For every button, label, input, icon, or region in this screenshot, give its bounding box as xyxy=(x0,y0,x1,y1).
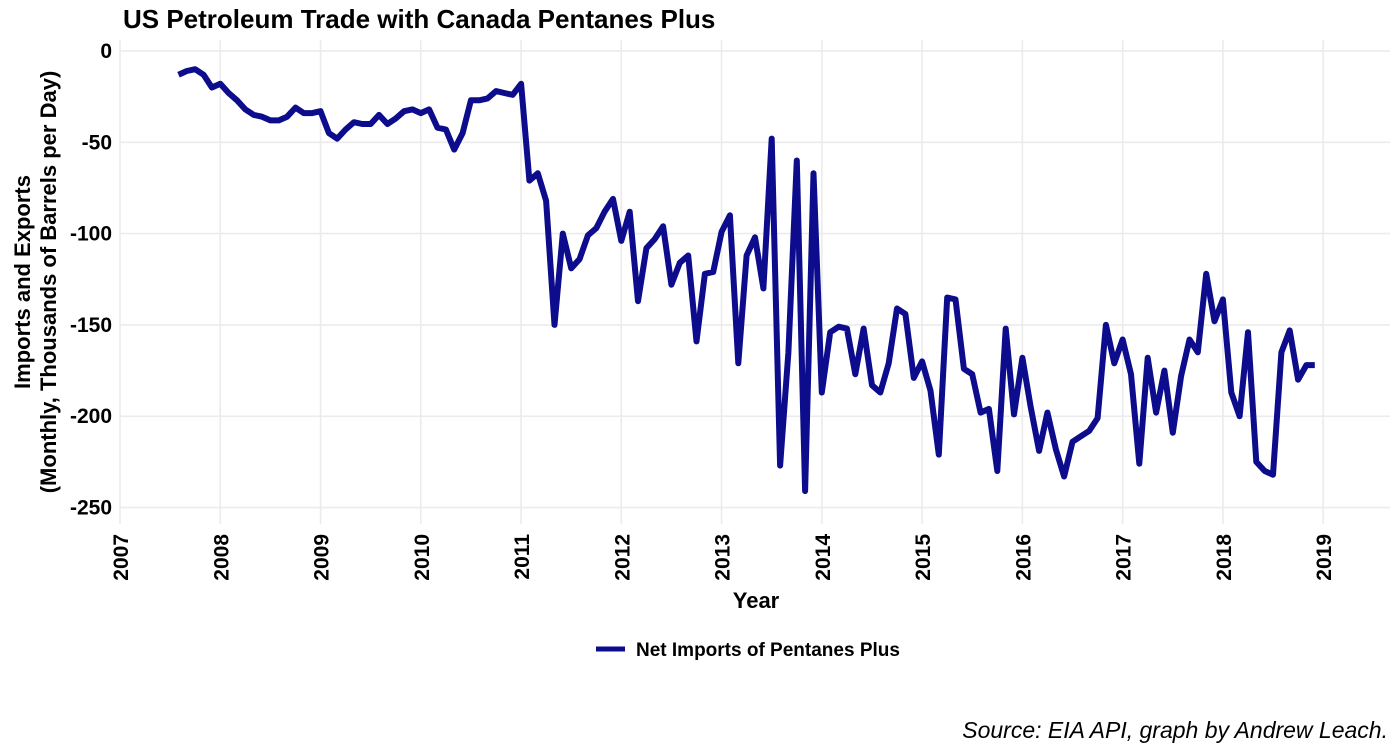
y-tick-label: -50 xyxy=(82,131,112,154)
legend: Net Imports of Pentanes Plus xyxy=(596,640,900,661)
x-tick-label-group: 2008 xyxy=(210,534,233,581)
series-line-net-imports xyxy=(177,66,1315,495)
grid-layer xyxy=(119,40,1390,524)
x-tick-label-group: 2018 xyxy=(1213,534,1236,581)
x-tick-label-group: 2015 xyxy=(912,534,935,581)
x-tick-label: 2009 xyxy=(311,534,334,581)
x-tick-label-group: 2010 xyxy=(411,534,434,581)
x-tick-label: 2007 xyxy=(110,534,133,581)
y-axis-title-line-2: (Monthly, Thousands of Barrels per Day) xyxy=(36,71,61,494)
x-tick-label-group: 2011 xyxy=(511,534,534,580)
y-axis-title-line-1: Imports and Exports xyxy=(10,175,35,389)
source-note: Source: EIA API, graph by Andrew Leach. xyxy=(962,717,1388,743)
x-tick-label-group: 2019 xyxy=(1313,534,1336,581)
x-tick-label-group: 2013 xyxy=(712,534,735,581)
x-tick-label-group: 2009 xyxy=(311,534,334,581)
x-tick-label-group: 2012 xyxy=(611,534,634,581)
y-tick-label: -200 xyxy=(70,405,112,428)
x-tick-label: 2010 xyxy=(411,534,434,581)
y-axis-ticks: 0 -50 -100 -150 -200 -250 xyxy=(70,40,112,520)
series-layer xyxy=(177,66,1315,495)
x-tick-label: 2013 xyxy=(712,534,735,581)
x-tick-label: 2011 xyxy=(511,534,534,580)
x-tick-label: 2014 xyxy=(812,534,835,581)
x-tick-label-group: 2014 xyxy=(812,534,835,581)
chart-title: US Petroleum Trade with Canada Pentanes … xyxy=(123,4,716,34)
x-tick-label: 2012 xyxy=(611,534,634,581)
x-axis-ticks: 2007 2008 2009 2010 2011 2012 2013 2014 2015 2016… xyxy=(110,534,1336,581)
x-tick-label-group: 2017 xyxy=(1113,534,1136,581)
x-tick-label: 2017 xyxy=(1113,534,1136,581)
x-tick-label: 2008 xyxy=(210,534,233,581)
x-tick-label: 2015 xyxy=(912,534,935,581)
x-tick-label-group: 2016 xyxy=(1012,534,1035,581)
x-tick-label-group: 2007 xyxy=(110,534,133,581)
x-tick-label: 2016 xyxy=(1012,534,1035,581)
x-axis-title: Year xyxy=(733,588,780,613)
x-tick-label: 2019 xyxy=(1313,534,1336,581)
y-tick-label: -100 xyxy=(70,223,112,246)
y-tick-label: -250 xyxy=(70,497,112,520)
y-tick-label: 0 xyxy=(100,40,112,63)
x-tick-label: 2018 xyxy=(1213,534,1236,581)
legend-label: Net Imports of Pentanes Plus xyxy=(636,640,900,661)
y-axis-title: Imports and Exports (Monthly, Thousands … xyxy=(10,71,61,494)
y-tick-label: -150 xyxy=(70,314,112,337)
